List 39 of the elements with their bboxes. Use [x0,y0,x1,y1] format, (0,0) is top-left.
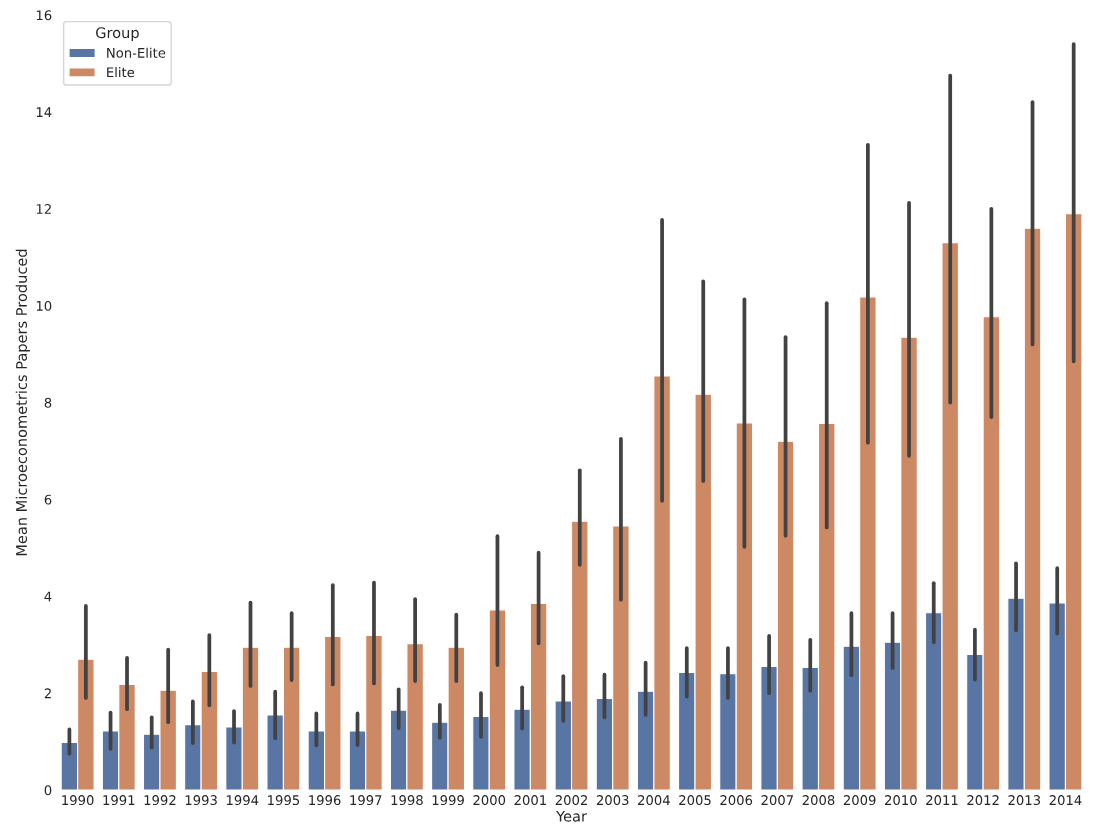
x-tick-label: 1995 [268,795,300,806]
x-tick-label: 1996 [309,795,341,806]
x-tick-label: 1999 [432,795,464,806]
x-tick-label: 1993 [185,795,217,806]
x-tick-label: 2012 [967,795,999,806]
x-axis-title: Year [556,810,587,822]
x-tick-label: 2014 [1049,795,1082,806]
x-tick-label: 2008 [802,795,835,806]
y-tick-label: 0 [44,785,52,796]
x-tick-label: 2000 [473,795,506,806]
legend-label: Elite [107,67,135,78]
legend-title: Group [96,27,139,42]
y-tick-label: 12 [36,204,51,214]
x-tick-label: 2004 [638,795,670,806]
x-tick-label: 2003 [596,795,629,806]
x-tick-label: 1990 [62,795,94,806]
x-tick-label: 2005 [679,795,711,806]
x-tick-label: 1991 [103,795,135,806]
x-tick-label: 2006 [720,795,753,806]
y-axis-title: Mean Microeconometrics Papers Produced [15,249,30,556]
x-tick-label: 1994 [226,795,259,806]
y-tick-label: 8 [44,397,52,408]
x-tick-label: 2001 [514,795,546,806]
x-tick-label: 2002 [555,795,587,806]
y-tick-label: 6 [44,494,52,505]
x-tick-label: 2007 [761,795,793,806]
x-tick-label: 1998 [391,795,423,806]
y-tick-label: 16 [36,10,52,21]
y-tick-label: 2 [44,688,51,699]
x-tick-label: 1992 [144,795,176,806]
y-tick-label: 4 [44,591,52,602]
x-tick-label: 2011 [926,795,958,806]
y-tick-label: 10 [36,300,52,311]
y-tick-label: 14 [36,107,52,117]
x-tick-label: 2010 [884,795,917,806]
legend-label: Non-Elite [107,47,166,58]
x-tick-label: 2009 [843,795,876,806]
x-tick-label: 2013 [1008,795,1041,806]
x-tick-label: 1997 [350,795,382,806]
